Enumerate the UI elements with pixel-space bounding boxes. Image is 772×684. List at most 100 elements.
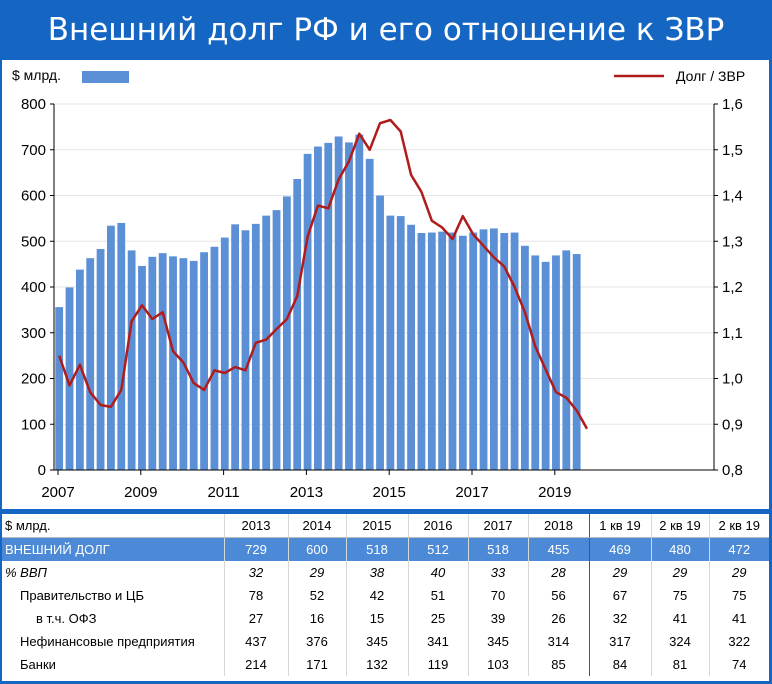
- page-title: Внешний долг РФ и его отношение к ЗВР: [47, 12, 725, 48]
- table-header-label: $ млрд.: [2, 514, 224, 538]
- debt-bar: [562, 250, 571, 470]
- debt-bar: [448, 232, 457, 470]
- debt-table-panel: $ млрд. 2013 2014 2015 2016 2017 2018 1 кв 19 2 …: [2, 514, 769, 681]
- table-cell: 75: [708, 584, 769, 607]
- table-cell: 16: [287, 607, 346, 630]
- table-cell: 437: [223, 630, 288, 653]
- debt-bar: [531, 255, 540, 470]
- debt-bars: [55, 134, 581, 471]
- debt-bar: [407, 224, 415, 470]
- table-cell: 70: [467, 584, 528, 607]
- table-header-cell: 2017: [467, 514, 528, 538]
- table-cell: 29: [287, 561, 346, 584]
- right-tick-label: 0,9: [722, 416, 743, 433]
- right-tick-label: 1,4: [722, 188, 743, 205]
- debt-bar: [127, 250, 136, 470]
- table-cell: 75: [650, 584, 709, 607]
- table-row: Правительство и ЦБ 78 52 42 51 70 56 67 75 75: [2, 584, 769, 607]
- table-row-label: в т.ч. ОФЗ: [36, 611, 97, 626]
- table-cell: 345: [467, 630, 528, 653]
- left-tick-label: 200: [21, 371, 46, 388]
- table-cell: 518: [345, 537, 408, 561]
- debt-bar: [386, 215, 395, 470]
- table-cell: 469: [588, 537, 651, 561]
- right-tick-label: 1,0: [722, 371, 743, 388]
- x-tick-label: 2007: [41, 484, 74, 501]
- legend-ratio-label: Долг / ЗВР: [676, 68, 745, 84]
- table-cell: 119: [407, 653, 468, 676]
- debt-bar: [65, 287, 74, 470]
- left-tick-label: 400: [21, 279, 46, 296]
- table-cell: 78: [223, 584, 288, 607]
- debt-bar: [75, 269, 84, 470]
- table-row-label: Нефинансовые предприятия: [20, 634, 195, 649]
- debt-bar: [541, 261, 550, 470]
- table-header-cell: 2016: [407, 514, 468, 538]
- debt-bar: [272, 210, 281, 470]
- left-tick-label: 500: [21, 233, 46, 250]
- table-cell: 32: [223, 561, 288, 584]
- debt-bar: [148, 256, 157, 470]
- table-cell: 85: [527, 653, 589, 676]
- right-tick-label: 1,3: [722, 233, 743, 250]
- table-header-cell: 2 кв 19: [650, 514, 709, 538]
- legend-bar-swatch: [82, 71, 129, 83]
- table-cell: 322: [708, 630, 769, 653]
- x-tick-label: 2009: [124, 484, 157, 501]
- table-cell: 512: [407, 537, 468, 561]
- debt-bar: [169, 256, 177, 470]
- right-tick-label: 1,1: [722, 325, 743, 342]
- debt-bar: [251, 223, 260, 470]
- debt-bar: [396, 216, 405, 470]
- x-tick-label: 2013: [290, 484, 323, 501]
- debt-bar: [210, 246, 219, 470]
- debt-bar: [86, 258, 95, 470]
- table-cell: 28: [527, 561, 589, 584]
- left-tick-labels: 0 100 200 300 400 500 600 700 800: [21, 96, 54, 479]
- table-cell: 56: [527, 584, 589, 607]
- debt-bar: [438, 231, 447, 470]
- table-cell: 38: [345, 561, 408, 584]
- debt-table: $ млрд. 2013 2014 2015 2016 2017 2018 1 кв 19 2 …: [2, 514, 769, 676]
- table-row: ВНЕШНИЙ ДОЛГ 729 600 518 512 518 455 469 480 472: [2, 537, 769, 561]
- x-tick-label: 2015: [373, 484, 406, 501]
- left-unit-label: $ млрд.: [12, 67, 61, 83]
- debt-bar: [220, 237, 229, 470]
- ratio-line: [58, 118, 589, 430]
- debt-bar: [552, 255, 560, 470]
- x-tick-label: 2019: [538, 484, 571, 501]
- table-row: в т.ч. ОФЗ 27 16 15 25 39 26 32 41 41: [2, 607, 769, 630]
- debt-bar: [365, 158, 374, 470]
- right-tick-label: 1,2: [722, 279, 743, 296]
- debt-bar: [189, 260, 198, 470]
- debt-bar: [262, 215, 271, 470]
- x-tick-label: 2017: [455, 484, 488, 501]
- table-header-cell: 2014: [287, 514, 346, 538]
- table-cell: 81: [650, 653, 709, 676]
- debt-bar: [489, 228, 498, 470]
- table-header-cell: 2015: [345, 514, 408, 538]
- debt-bar: [138, 265, 146, 470]
- table-cell: 345: [345, 630, 408, 653]
- table-cell: 25: [407, 607, 468, 630]
- table-header-cell: 2 кв 19: [708, 514, 769, 538]
- right-tick-label: 1,6: [722, 96, 743, 113]
- table-row: Банки 214 171 132 119 103 85 84 81 74: [2, 653, 769, 676]
- x-tick-labels: 2007 2009 2011 2013 2015 2017 2019: [41, 470, 571, 501]
- debt-bar: [55, 307, 64, 470]
- table-cell: 29: [588, 561, 651, 584]
- table-cell: 132: [345, 653, 408, 676]
- debt-bar: [355, 134, 364, 470]
- table-row-label: Правительство и ЦБ: [20, 588, 145, 603]
- left-tick-label: 0: [38, 462, 46, 479]
- table-cell: 40: [407, 561, 468, 584]
- left-tick-label: 600: [21, 188, 46, 205]
- table-cell: 376: [287, 630, 346, 653]
- table-cell: 314: [527, 630, 589, 653]
- debt-bar: [293, 179, 302, 470]
- debt-bar: [107, 225, 115, 470]
- table-cell: 84: [588, 653, 651, 676]
- table-cell: 39: [467, 607, 528, 630]
- table-cell: 317: [588, 630, 651, 653]
